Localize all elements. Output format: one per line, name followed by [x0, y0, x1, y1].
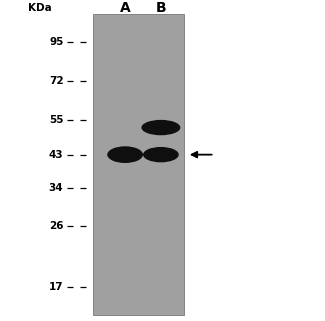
- Ellipse shape: [143, 147, 179, 162]
- Text: A: A: [120, 1, 131, 15]
- Text: 55: 55: [49, 115, 63, 125]
- Text: 34: 34: [49, 183, 63, 193]
- Text: 72: 72: [49, 76, 63, 86]
- Text: 26: 26: [49, 221, 63, 231]
- Bar: [93, 14, 184, 315]
- Text: B: B: [156, 1, 166, 15]
- Ellipse shape: [107, 146, 143, 163]
- Text: 43: 43: [49, 150, 63, 160]
- Ellipse shape: [141, 120, 180, 135]
- Text: 95: 95: [49, 37, 63, 47]
- Text: KDa: KDa: [28, 3, 51, 13]
- Text: 17: 17: [49, 282, 63, 292]
